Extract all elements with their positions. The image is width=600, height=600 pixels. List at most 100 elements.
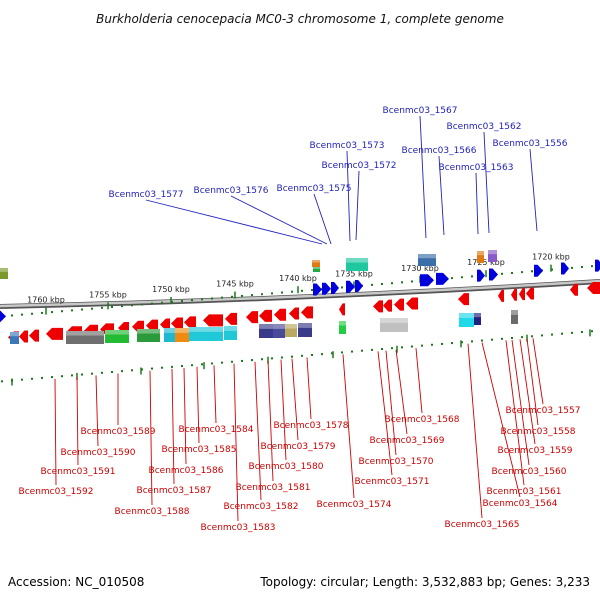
backbone xyxy=(0,279,600,309)
tick-dot-top xyxy=(291,290,293,293)
reverse-gene-arrow xyxy=(570,283,578,296)
tick-dot-top xyxy=(151,302,153,305)
top-label-leader xyxy=(483,131,490,234)
forward-gene-arrow xyxy=(313,283,322,296)
top-gene-label: Bcenmc03_1556 xyxy=(493,139,568,149)
tick-dot-top xyxy=(571,266,573,269)
bottom-gene-label: Bcenmc03_1584 xyxy=(179,425,254,435)
tick-dot-bottom xyxy=(541,334,543,337)
reverse-gene-arrow xyxy=(184,316,196,329)
domain-block-cyan xyxy=(164,328,175,342)
forward-gene-arrow xyxy=(534,264,543,277)
tick-dot-bottom xyxy=(151,367,153,370)
tick-dot-top xyxy=(471,275,473,278)
bottom-gene-label: Bcenmc03_1559 xyxy=(498,446,573,456)
tick-dot-bottom xyxy=(551,333,553,336)
reverse-gene-arrow xyxy=(46,327,63,340)
tick-dot-bottom xyxy=(531,335,533,338)
tick-dot-top xyxy=(251,294,253,297)
tick-dot-bottom xyxy=(511,336,513,339)
reverse-gene-arrow xyxy=(274,308,286,321)
tick-dot-bottom xyxy=(141,368,143,371)
top-gene-label: Bcenmc03_1562 xyxy=(447,122,522,132)
top-label-leader xyxy=(529,148,538,232)
top-label-leader xyxy=(145,199,323,245)
tick-dot-bottom xyxy=(351,350,353,353)
tick-dot-top xyxy=(281,291,283,294)
bottom-gene-label: Bcenmc03_1574 xyxy=(317,500,392,510)
tick-dot-bottom xyxy=(411,345,413,348)
tick-dot-bottom xyxy=(431,343,433,346)
tick-dot-top xyxy=(521,271,523,274)
genome-title: Burkholderia cenocepacia MC0-3 chromosom… xyxy=(96,12,504,26)
domain-block-steelblue xyxy=(418,254,436,266)
domain-block-navy xyxy=(273,324,285,338)
tick-dot-bottom xyxy=(261,358,263,361)
bottom-gene-label: Bcenmc03_1571 xyxy=(355,477,430,487)
tick-dot-top xyxy=(41,311,43,314)
tick-dot-bottom xyxy=(191,364,193,367)
accession-text: Accession: NC_010508 xyxy=(8,575,145,589)
bottom-label-leader xyxy=(519,339,536,445)
bottom-label-leader xyxy=(511,339,530,466)
bottom-gene-label: Bcenmc03_1582 xyxy=(224,502,299,512)
reverse-gene-arrow xyxy=(498,289,504,302)
tick-dot-top xyxy=(371,283,373,286)
bottom-gene-label: Bcenmc03_1570 xyxy=(359,457,434,467)
bottom-gene-label: Bcenmc03_1583 xyxy=(201,523,276,533)
tick-dot-top xyxy=(401,281,403,284)
bottom-label-leader xyxy=(467,343,483,519)
forward-gene-arrow xyxy=(436,272,449,285)
top-gene-labels: Bcenmc03_1577 Bcenmc03_1576 Bcenmc03_1575 B… xyxy=(109,106,568,245)
domain-block-green-shine xyxy=(137,329,160,334)
bottom-label-leader xyxy=(254,361,262,501)
domain-block-cyan xyxy=(189,327,223,341)
top-label-leader xyxy=(438,155,445,236)
reverse-gene-arrow xyxy=(406,297,418,310)
bottom-gene-label: Bcenmc03_1587 xyxy=(137,486,212,496)
domain-block-cyan xyxy=(459,313,474,327)
scale-tick-label: 1740 kbp xyxy=(279,274,317,283)
domain-block-navy-shine xyxy=(474,313,481,318)
top-label-leader xyxy=(230,195,328,245)
bottom-gene-label: Bcenmc03_1586 xyxy=(149,466,224,476)
top-label-leader xyxy=(475,172,479,235)
domain-block-silver-shine xyxy=(380,318,408,323)
domain-block-navy-shine xyxy=(298,323,312,328)
domain-block-steelblue-shine xyxy=(418,254,436,259)
tick-dot-top xyxy=(501,272,503,275)
tick-dot-bottom xyxy=(311,353,313,356)
tick-dot-top xyxy=(91,307,93,310)
bottom-label-leader xyxy=(233,363,239,522)
domain-block-green xyxy=(313,267,320,272)
top-gene-label: Bcenmc03_1567 xyxy=(383,106,458,116)
tick-dot-top xyxy=(171,300,173,303)
bottom-label-leader xyxy=(532,338,544,405)
tick-dot-top xyxy=(261,293,263,296)
domain-block-purple-shine xyxy=(488,250,497,255)
domain-block-navy xyxy=(474,313,481,325)
tick-dot-bottom xyxy=(581,331,583,334)
reverse-gene-arrow xyxy=(146,319,158,332)
tick-dot-top xyxy=(221,296,223,299)
tick-dot-bottom xyxy=(501,337,503,340)
forward-gene-arrow xyxy=(595,259,600,272)
bottom-label-leader xyxy=(481,342,521,498)
bottom-gene-label: Bcenmc03_1568 xyxy=(385,415,460,425)
bottom-label-leader xyxy=(377,351,393,476)
bottom-gene-label: Bcenmc03_1578 xyxy=(274,421,349,431)
tick-dot-top xyxy=(301,289,303,292)
gene-features xyxy=(0,250,600,344)
tick-dot-top xyxy=(51,311,53,314)
tick-dot-bottom xyxy=(361,349,363,352)
tick-dot-bottom xyxy=(401,346,403,349)
backbone-line xyxy=(0,279,600,308)
tick-dot-bottom xyxy=(271,357,273,360)
tick-dot-bottom xyxy=(391,347,393,350)
tick-dot-top xyxy=(71,309,73,312)
reverse-gene-arrow xyxy=(259,309,272,322)
bottom-label-leader xyxy=(342,354,355,499)
top-gene-label: Bcenmc03_1572 xyxy=(322,161,397,171)
tick-dot-top xyxy=(531,270,533,273)
bottom-gene-label: Bcenmc03_1557 xyxy=(506,406,581,416)
